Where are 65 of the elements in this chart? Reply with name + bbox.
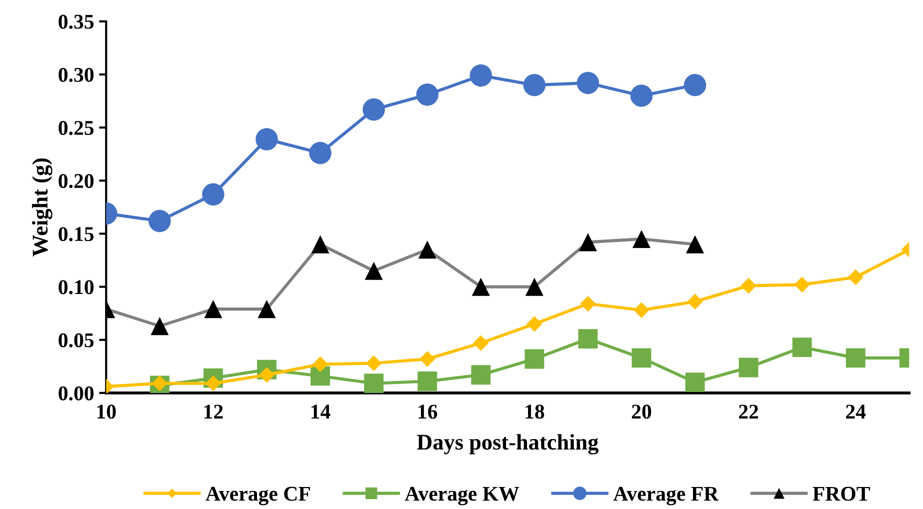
point [204, 300, 222, 318]
point [364, 262, 383, 280]
y-tick-label: 0.15 [58, 227, 94, 242]
legend-label: Average KW [404, 486, 520, 506]
point [312, 356, 328, 372]
point [740, 278, 756, 294]
legend-label: Average FR [613, 486, 719, 506]
point [524, 349, 544, 369]
point [148, 210, 171, 232]
point [578, 329, 598, 349]
point [634, 302, 650, 318]
point [794, 276, 810, 293]
y-tick-label: 0.30 [58, 68, 94, 82]
y-tick-label: 0.05 [58, 333, 94, 348]
y-tick-label: 0.00 [58, 386, 94, 400]
point [256, 128, 278, 150]
x-tick-label: 24 [846, 404, 866, 419]
point [364, 374, 384, 393]
x-tick-label: 10 [97, 404, 116, 419]
point [418, 240, 436, 259]
y-tick-label: 0.20 [58, 174, 94, 188]
point [416, 84, 438, 106]
x-tick-label: 12 [204, 404, 223, 419]
point [686, 235, 704, 254]
point [684, 74, 706, 96]
x-tick-label: 14 [312, 404, 330, 419]
point [632, 230, 651, 248]
point [202, 183, 224, 206]
y-axis-title: Weight (g) [32, 158, 52, 257]
point [738, 358, 758, 378]
x-tick-label: 16 [418, 404, 438, 419]
point [848, 269, 864, 286]
point [630, 84, 653, 107]
point [470, 64, 492, 87]
point [311, 235, 330, 254]
point [580, 296, 596, 312]
point [309, 142, 332, 164]
point [418, 372, 438, 391]
x-tick-label: 20 [632, 404, 652, 419]
y-tick-label: 0.10 [58, 280, 94, 294]
y-tick-label: 0.35 [58, 14, 94, 29]
point [366, 355, 382, 372]
x-tick-label: 22 [739, 404, 758, 419]
point [362, 98, 385, 121]
x-tick-label: 18 [526, 404, 544, 419]
point [632, 348, 652, 368]
point [150, 317, 169, 336]
legend-label: Average CF [206, 486, 310, 506]
y-tick-label: 0.25 [58, 120, 94, 136]
point [685, 372, 705, 392]
point [846, 348, 866, 368]
point [576, 72, 600, 94]
point [258, 300, 276, 318]
point [526, 316, 542, 332]
point [471, 365, 491, 385]
point [523, 74, 546, 96]
point [473, 335, 489, 351]
x-axis-title: Days post-hatching [416, 434, 598, 454]
legend-label: FROT [812, 486, 870, 501]
point [687, 294, 703, 310]
point [472, 278, 490, 296]
point [578, 233, 597, 252]
point [525, 278, 544, 296]
point [419, 351, 436, 367]
point [792, 338, 812, 358]
